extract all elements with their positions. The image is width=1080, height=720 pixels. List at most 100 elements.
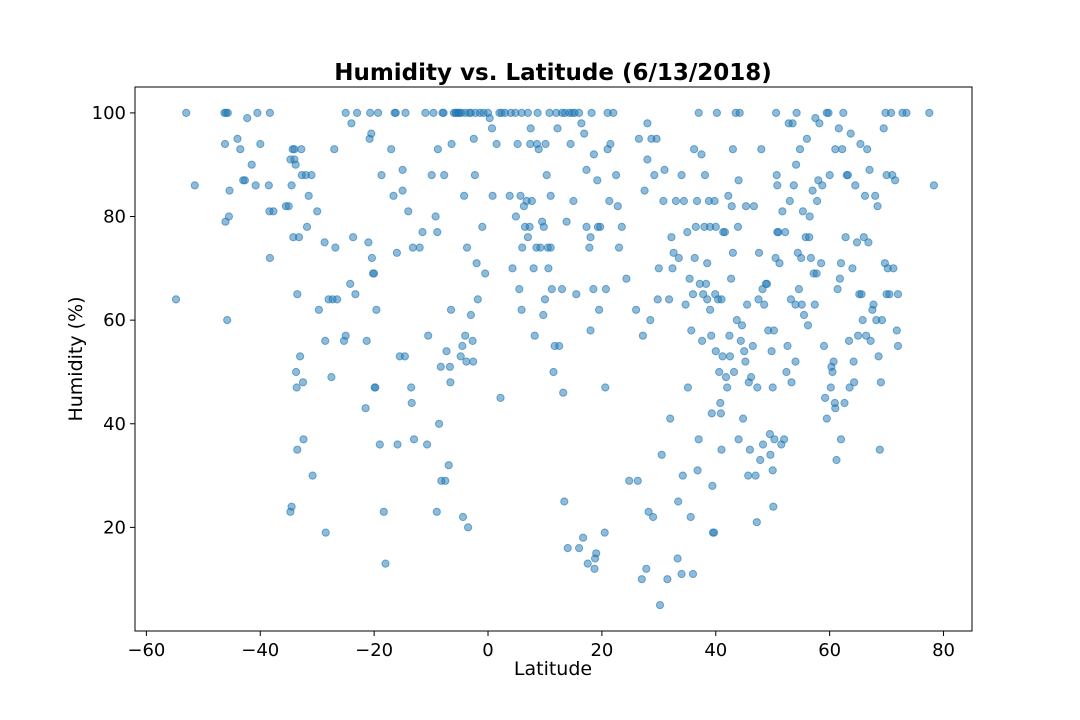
data-point bbox=[418, 228, 427, 237]
data-point bbox=[518, 243, 527, 252]
data-point bbox=[601, 383, 610, 392]
y-tick-label: 80 bbox=[103, 207, 126, 228]
data-point bbox=[772, 171, 781, 180]
data-point bbox=[810, 300, 819, 309]
data-point bbox=[367, 253, 376, 263]
data-point bbox=[889, 264, 898, 273]
data-point bbox=[582, 222, 591, 231]
data-point bbox=[638, 331, 648, 340]
data-point bbox=[869, 300, 878, 309]
data-point bbox=[492, 139, 501, 149]
data-point bbox=[836, 259, 846, 268]
data-point bbox=[786, 295, 796, 304]
x-tick-label: 60 bbox=[818, 640, 841, 661]
data-point bbox=[711, 347, 720, 356]
data-point bbox=[575, 108, 584, 118]
data-point bbox=[817, 259, 826, 268]
data-point bbox=[666, 414, 675, 423]
data-point bbox=[734, 435, 743, 444]
data-point bbox=[555, 341, 564, 351]
data-point bbox=[733, 222, 743, 231]
data-point bbox=[525, 222, 534, 231]
data-point bbox=[715, 367, 724, 377]
data-point bbox=[469, 357, 478, 366]
data-point bbox=[692, 196, 702, 206]
data-point bbox=[496, 393, 505, 402]
data-point bbox=[710, 528, 719, 537]
y-axis-label: Humidity (%) bbox=[65, 296, 87, 421]
data-point bbox=[590, 564, 599, 573]
data-point bbox=[871, 191, 880, 200]
data-point bbox=[735, 108, 744, 118]
data-point bbox=[727, 274, 736, 283]
data-point bbox=[679, 196, 689, 206]
data-point bbox=[534, 145, 543, 154]
data-point bbox=[902, 108, 911, 118]
data-point bbox=[392, 248, 401, 257]
data-point bbox=[757, 145, 766, 154]
data-point bbox=[320, 238, 329, 247]
data-point bbox=[792, 108, 801, 118]
data-point bbox=[265, 253, 274, 263]
data-point bbox=[841, 233, 850, 242]
data-point bbox=[404, 207, 413, 216]
data-point bbox=[233, 134, 242, 143]
data-point bbox=[743, 300, 752, 309]
data-point bbox=[844, 336, 854, 345]
data-point bbox=[874, 352, 883, 361]
data-point bbox=[446, 378, 455, 387]
data-point bbox=[762, 279, 772, 288]
data-point bbox=[371, 383, 380, 392]
data-point bbox=[585, 243, 594, 252]
data-point bbox=[832, 455, 841, 465]
data-point bbox=[749, 202, 759, 211]
data-point bbox=[505, 191, 514, 200]
data-point bbox=[806, 253, 816, 263]
data-point bbox=[307, 171, 316, 180]
data-point bbox=[767, 347, 776, 356]
data-point bbox=[592, 549, 601, 558]
data-point bbox=[375, 440, 384, 449]
data-point bbox=[803, 321, 813, 330]
data-point bbox=[321, 528, 330, 537]
data-point bbox=[606, 139, 615, 149]
data-point bbox=[717, 445, 726, 454]
data-point bbox=[805, 233, 814, 242]
data-point bbox=[398, 165, 407, 174]
y-tick-label: 40 bbox=[103, 414, 126, 435]
data-point bbox=[657, 450, 666, 459]
data-point bbox=[781, 228, 790, 237]
data-point bbox=[850, 378, 859, 387]
data-point bbox=[683, 228, 692, 237]
data-point bbox=[398, 186, 407, 195]
data-point bbox=[829, 357, 838, 366]
data-point bbox=[802, 134, 812, 143]
data-point bbox=[298, 378, 308, 387]
data-point bbox=[327, 373, 336, 382]
data-point bbox=[783, 341, 792, 351]
data-point bbox=[341, 331, 350, 340]
data-point bbox=[643, 119, 652, 128]
data-point bbox=[821, 393, 830, 402]
data-point bbox=[632, 305, 641, 314]
data-point bbox=[854, 331, 863, 340]
data-point bbox=[446, 305, 456, 314]
data-point bbox=[377, 171, 386, 180]
data-point bbox=[559, 388, 568, 397]
data-point bbox=[876, 378, 886, 387]
data-point bbox=[361, 404, 370, 413]
data-point bbox=[290, 145, 299, 154]
data-point bbox=[925, 108, 934, 118]
data-point bbox=[346, 279, 355, 288]
data-point bbox=[614, 243, 624, 252]
data-point bbox=[529, 264, 538, 273]
data-point bbox=[462, 357, 471, 366]
data-point bbox=[523, 108, 533, 118]
data-point bbox=[536, 243, 545, 252]
y-tick-label: 20 bbox=[103, 517, 126, 538]
data-point bbox=[291, 160, 300, 169]
data-point bbox=[393, 440, 402, 449]
data-point bbox=[171, 295, 181, 304]
x-tick-label: −40 bbox=[241, 640, 279, 661]
data-point bbox=[663, 575, 672, 584]
